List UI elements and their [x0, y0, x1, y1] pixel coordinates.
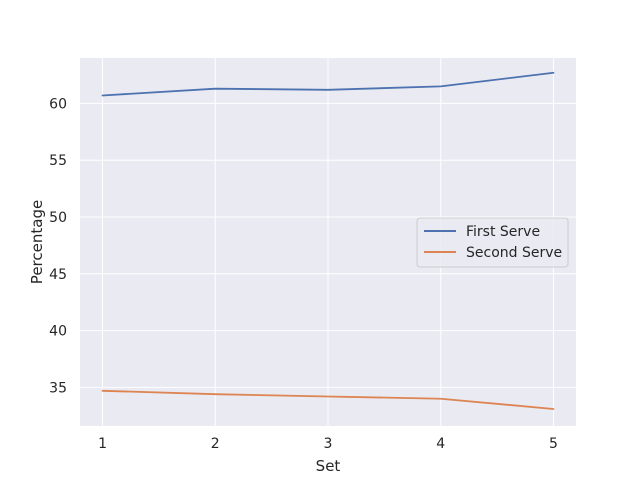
- series-line-second-serve: [101, 389, 555, 410]
- x-tick-label: 4: [436, 436, 445, 452]
- y-tick-label: 55: [49, 153, 67, 169]
- legend: First Serve Second Serve: [416, 217, 569, 268]
- y-tick-label: 40: [49, 324, 67, 340]
- x-tick-label: 2: [211, 436, 220, 452]
- y-tick-label: 50: [49, 210, 67, 226]
- x-tick-label: 5: [549, 436, 558, 452]
- series-line-first-serve: [101, 71, 555, 97]
- legend-label-first-serve: First Serve: [466, 224, 540, 240]
- y-tick-label: 45: [49, 267, 67, 283]
- x-tick-label: 1: [98, 436, 107, 452]
- y-axis-label: Percentage: [28, 200, 46, 284]
- x-axis-label: Set: [316, 457, 341, 475]
- x-tick-label: 3: [324, 436, 333, 452]
- legend-label-second-serve: Second Serve: [466, 245, 562, 261]
- grid-lines: [80, 58, 576, 426]
- x-tick-labels: 1 2 3 4 5: [98, 436, 558, 452]
- y-tick-label: 35: [49, 380, 67, 396]
- series-layer: [101, 71, 555, 410]
- y-tick-labels: 35 40 45 50 55 60: [49, 96, 67, 396]
- y-tick-label: 60: [49, 96, 67, 112]
